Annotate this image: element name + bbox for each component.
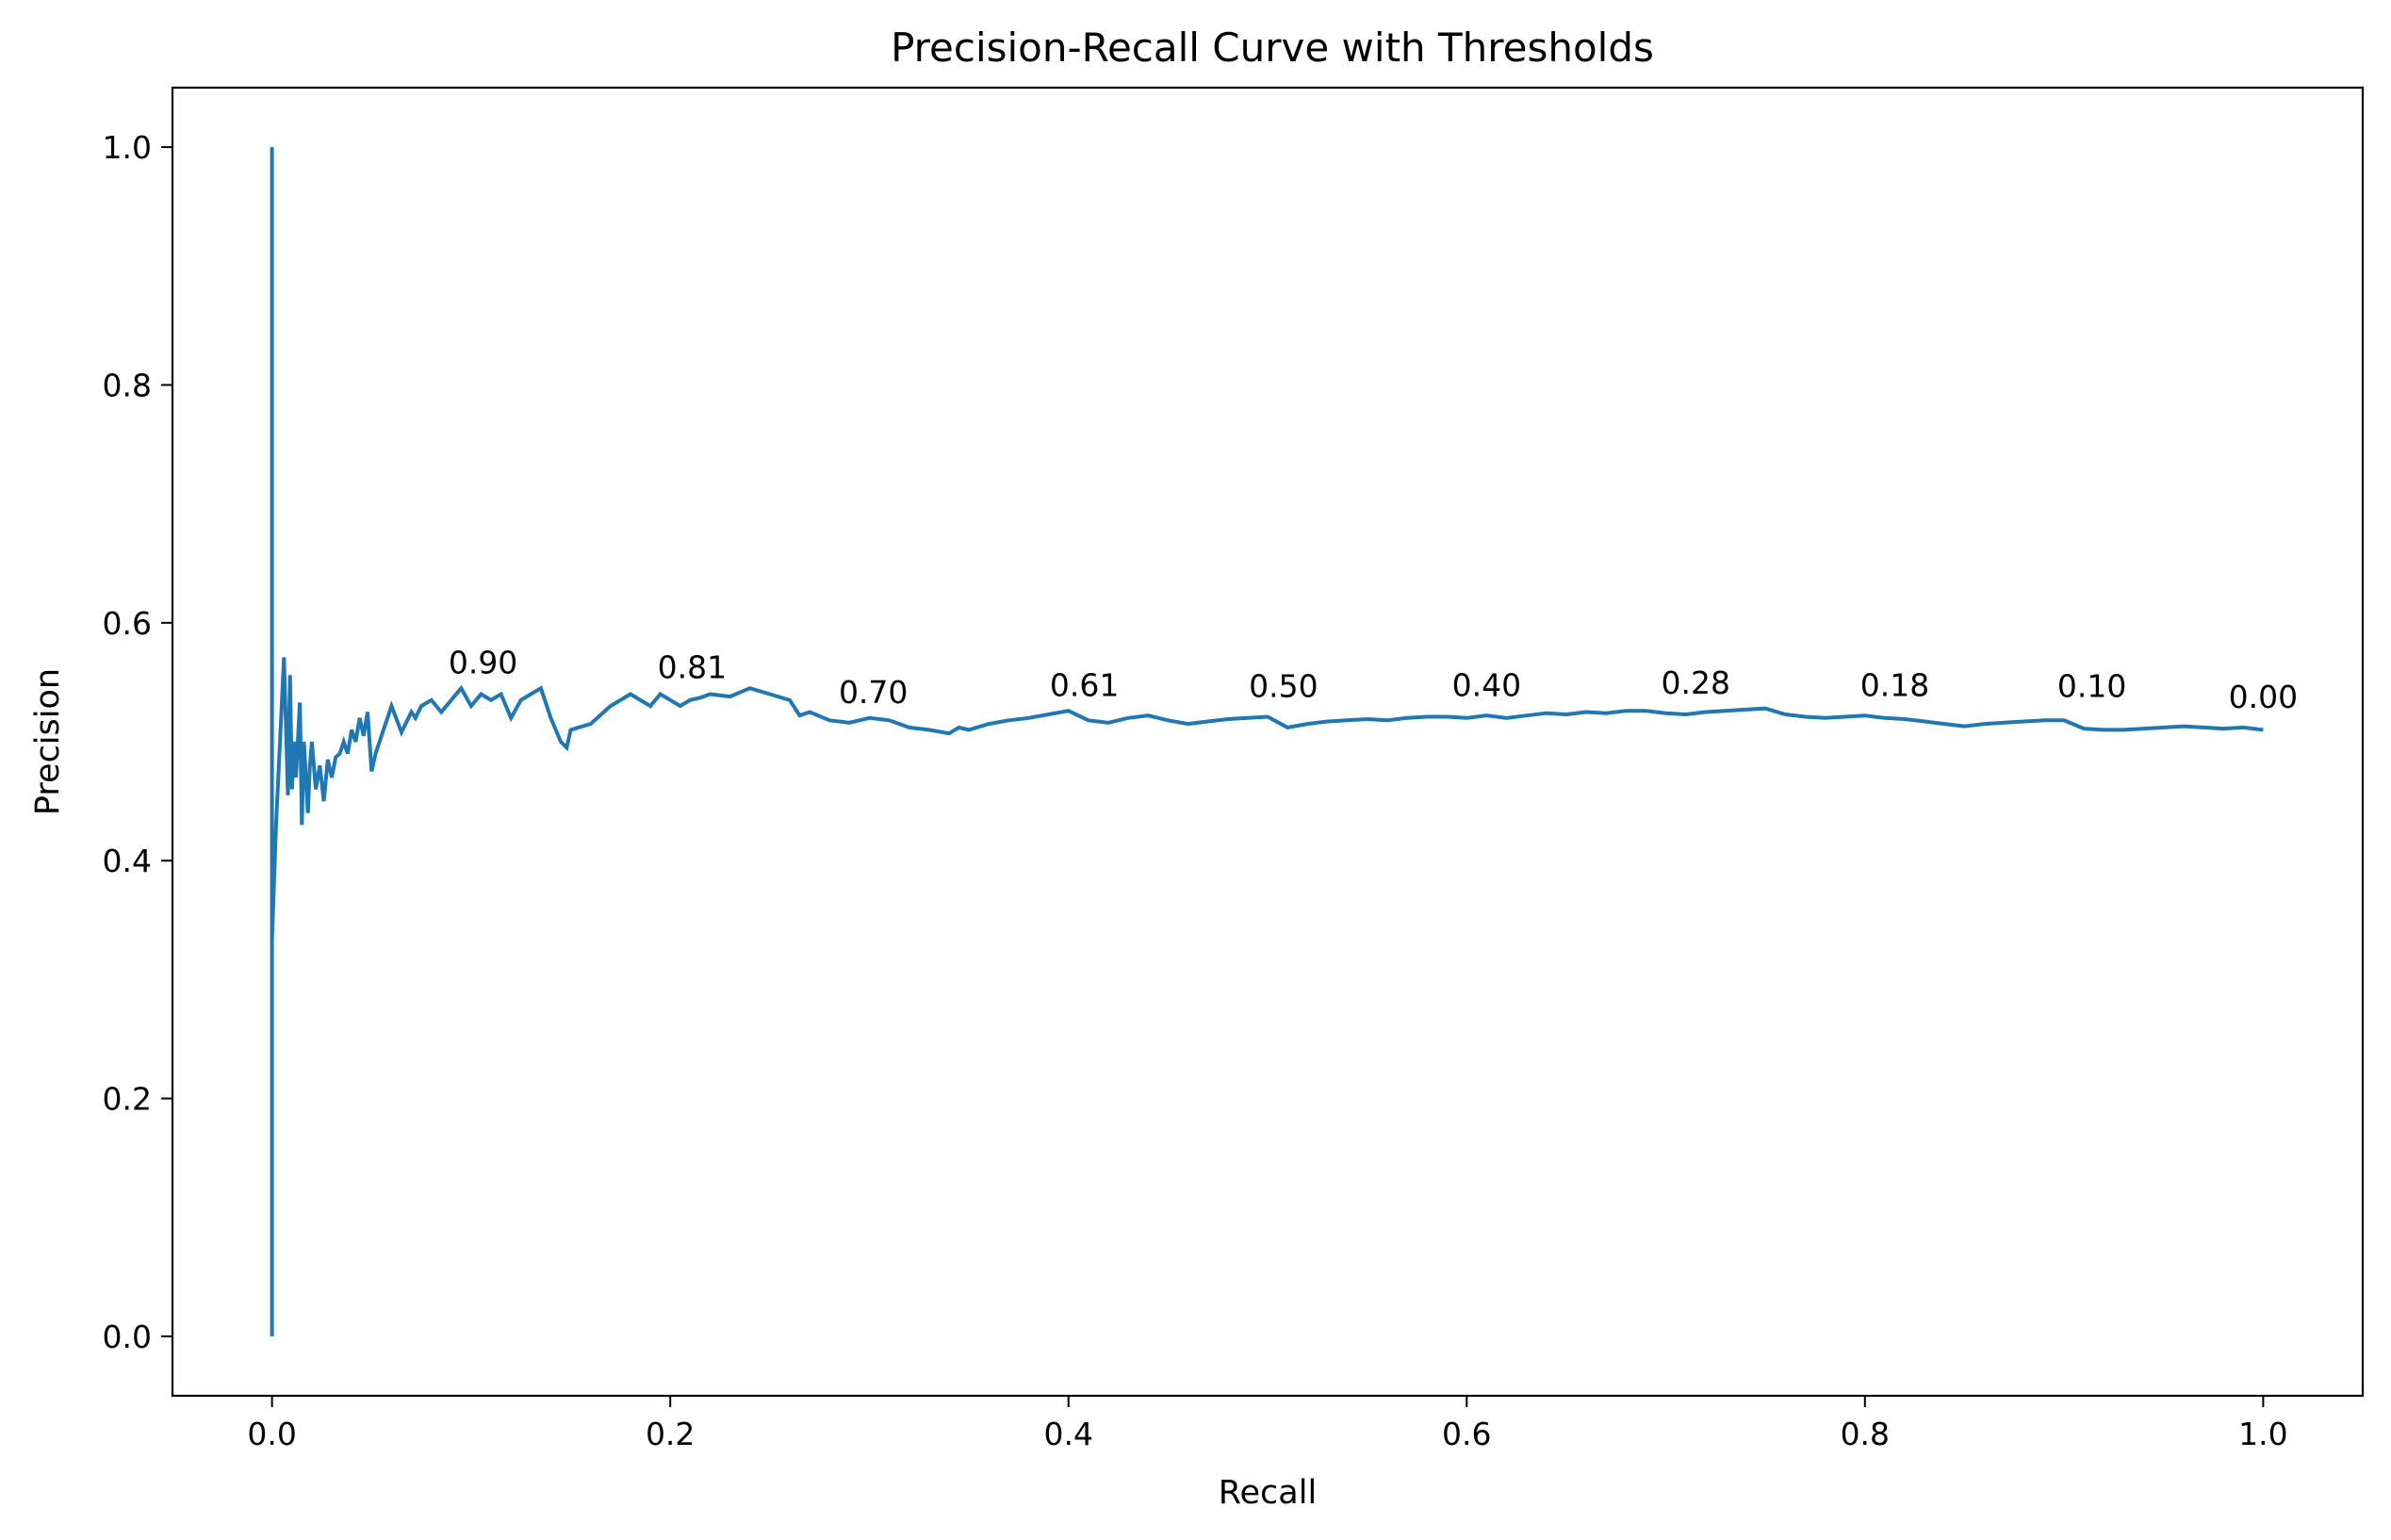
y-tick-label: 0.2 [103,1081,152,1118]
threshold-annotations: 0.90 0.81 0.70 0.61 0.50 0.40 0.28 0.18 0.10 0.00 [449,644,2298,715]
threshold-label: 0.10 [2057,668,2126,705]
y-tick-label: 0.6 [103,605,152,642]
threshold-label: 0.00 [2229,679,2298,715]
x-tick-label: 0.8 [1841,1416,1890,1452]
y-tick-label: 0.8 [103,367,152,403]
x-axis: 0.0 0.2 0.4 0.6 0.8 1.0 [247,1396,2288,1452]
threshold-label: 0.90 [449,644,517,680]
x-tick-label: 0.6 [1442,1416,1491,1452]
y-tick-label: 1.0 [103,129,152,166]
y-tick-label: 0.0 [103,1319,152,1355]
axes-frame [171,86,2365,1398]
threshold-label: 0.28 [1661,664,1729,701]
threshold-label: 0.81 [658,649,727,686]
threshold-label: 0.70 [839,674,908,711]
chart-title: Precision-Recall Curve with Thresholds [891,25,1654,71]
threshold-label: 0.18 [1860,666,1929,703]
threshold-label: 0.50 [1249,668,1318,705]
y-axis: 0.0 0.2 0.4 0.6 0.8 1.0 [103,129,172,1355]
threshold-label: 0.40 [1452,666,1521,703]
x-tick-label: 0.2 [646,1416,695,1452]
plot-area [270,147,2264,1336]
x-tick-label: 1.0 [2238,1416,2287,1452]
y-axis-label: Precision [29,668,67,815]
y-tick-label: 0.4 [103,843,152,879]
x-tick-label: 0.4 [1043,1416,1092,1452]
x-tick-label: 0.0 [247,1416,296,1452]
threshold-label: 0.61 [1050,666,1119,703]
x-axis-label: Recall [1219,1474,1317,1512]
pr-curve-line [270,147,2264,1336]
